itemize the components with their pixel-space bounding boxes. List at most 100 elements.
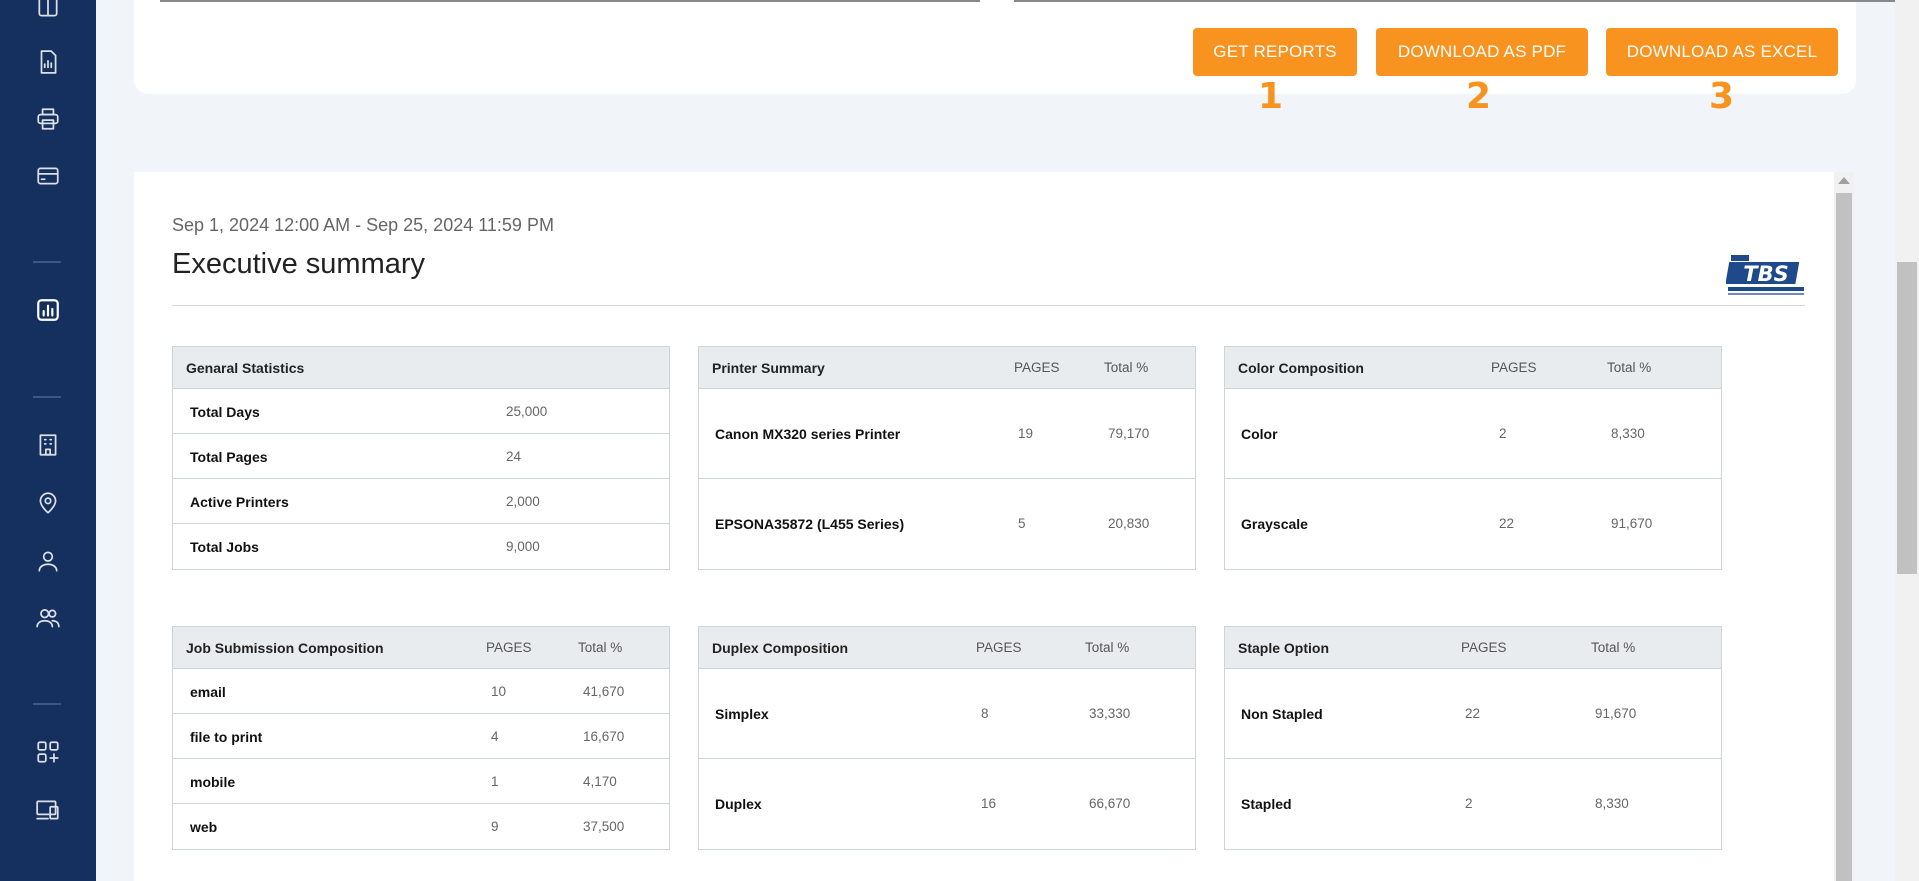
general-statistics-table: Genaral Statistics Total Days 25,000 Tot… (172, 346, 670, 570)
row-pages: 4 (491, 729, 499, 744)
row-label: Stapled (1241, 796, 1292, 812)
location-icon[interactable] (33, 488, 63, 518)
row-label: EPSONA35872 (L455 Series) (715, 516, 905, 532)
row-pct: 41,670 (583, 684, 625, 699)
row-pages: 22 (1465, 706, 1481, 721)
sidebar (0, 0, 96, 881)
table-header: Printer Summary PAGES Total % (699, 347, 1195, 389)
row-label: web (190, 819, 218, 835)
row-pct: 91,670 (1595, 706, 1637, 721)
add-apps-icon[interactable] (33, 737, 63, 767)
toolbar-card (134, 0, 1856, 94)
row-pct: 33,330 (1089, 706, 1131, 721)
annotation-2: 2 (1466, 76, 1492, 117)
total-pct-header: Total % (1085, 640, 1130, 655)
row-label: Color (1241, 426, 1278, 442)
sidebar-divider (33, 261, 61, 263)
row-pct: 66,670 (1089, 796, 1131, 811)
total-pct-header: Total % (578, 640, 623, 655)
report-scrollbar-thumb[interactable] (1836, 193, 1852, 881)
table-header: Duplex Composition PAGES Total % (699, 627, 1195, 669)
row-label: Total Jobs (190, 539, 259, 555)
report-chart-icon[interactable] (33, 295, 63, 325)
table-row: Grayscale 22 91,670 (1225, 479, 1721, 569)
table-row: Stapled 2 8,330 (1225, 759, 1721, 849)
printer-icon[interactable] (33, 104, 63, 134)
row-pages: 2 (1499, 426, 1507, 441)
row-label: Active Printers (190, 494, 289, 510)
table-row: Active Printers 2,000 (173, 479, 669, 524)
pages-header: PAGES (1461, 640, 1507, 655)
staple-option-table: Staple Option PAGES Total % Non Stapled … (1224, 626, 1722, 850)
table-header: Staple Option PAGES Total % (1225, 627, 1721, 669)
report-panel: Sep 1, 2024 12:00 AM - Sep 25, 2024 11:5… (134, 172, 1834, 881)
row-pct: 8,330 (1611, 426, 1645, 441)
document-chart-icon[interactable] (33, 47, 63, 77)
building-icon[interactable] (33, 430, 63, 460)
table-row: Canon MX320 series Printer 19 79,170 (699, 389, 1195, 479)
row-pages: 9 (491, 819, 499, 834)
table-row: Simplex 8 33,330 (699, 669, 1195, 759)
svg-text:TBS: TBS (1743, 262, 1788, 286)
printer-summary-table: Printer Summary PAGES Total % Canon MX32… (698, 346, 1196, 570)
total-pct-header: Total % (1607, 360, 1652, 375)
table-title: Duplex Composition (712, 640, 849, 656)
annotation-1: 1 (1258, 76, 1284, 117)
table-header: Color Composition PAGES Total % (1225, 347, 1721, 389)
table-icon[interactable] (33, 0, 63, 22)
table-title: Color Composition (1238, 360, 1364, 376)
total-pct-header: Total % (1104, 360, 1149, 375)
table-title: Printer Summary (712, 360, 825, 376)
row-label: Duplex (715, 796, 762, 812)
row-label: Canon MX320 series Printer (715, 426, 901, 442)
row-label: file to print (190, 729, 263, 745)
row-pct: 8,330 (1595, 796, 1629, 811)
table-row: Total Jobs 9,000 (173, 524, 669, 569)
row-pct: 4,170 (583, 774, 617, 789)
row-pct: 91,670 (1611, 516, 1653, 531)
page-title: Executive summary (172, 248, 426, 280)
row-label: Non Stapled (1241, 706, 1323, 722)
devices-icon[interactable] (33, 795, 63, 825)
table-title: Genaral Statistics (186, 360, 305, 376)
download-pdf-button[interactable]: DOWNLOAD AS PDF (1376, 28, 1588, 76)
users-icon[interactable] (33, 603, 63, 633)
page-scrollbar-thumb[interactable] (1897, 262, 1917, 574)
table-row: web 9 37,500 (173, 804, 669, 849)
row-pages: 10 (491, 684, 507, 699)
row-pct: 79,170 (1108, 426, 1150, 441)
row-label: email (190, 684, 226, 700)
row-pct: 20,830 (1108, 516, 1150, 531)
row-value: 9,000 (506, 539, 540, 554)
pages-header: PAGES (486, 640, 532, 655)
sidebar-divider (33, 703, 61, 705)
scroll-up-arrow-icon[interactable] (1838, 177, 1850, 184)
annotation-3: 3 (1709, 76, 1735, 117)
table-row: Color 2 8,330 (1225, 389, 1721, 479)
row-pages: 16 (981, 796, 997, 811)
total-pct-header: Total % (1591, 640, 1636, 655)
top-divider (160, 0, 1919, 2)
job-submission-table: Job Submission Composition PAGES Total %… (172, 626, 670, 850)
row-label: Total Days (190, 404, 260, 420)
title-divider (172, 305, 1805, 306)
table-row: file to print 4 16,670 (173, 714, 669, 759)
download-excel-button[interactable]: DOWNLOAD AS EXCEL (1606, 28, 1838, 76)
row-pct: 16,670 (583, 729, 625, 744)
row-label: mobile (190, 774, 236, 790)
table-row: Total Pages 24 (173, 434, 669, 479)
pages-header: PAGES (1014, 360, 1060, 375)
sidebar-divider (33, 396, 61, 398)
table-row: EPSONA35872 (L455 Series) 5 20,830 (699, 479, 1195, 569)
row-pages: 1 (491, 774, 499, 789)
pages-header: PAGES (1491, 360, 1537, 375)
row-value: 2,000 (506, 494, 540, 509)
row-pages: 8 (981, 706, 989, 721)
user-icon[interactable] (33, 546, 63, 576)
row-label: Total Pages (190, 449, 268, 465)
card-icon[interactable] (33, 161, 63, 191)
row-pages: 22 (1499, 516, 1515, 531)
row-pages: 2 (1465, 796, 1473, 811)
table-row: email 10 41,670 (173, 669, 669, 714)
get-reports-button[interactable]: GET REPORTS (1193, 28, 1357, 76)
